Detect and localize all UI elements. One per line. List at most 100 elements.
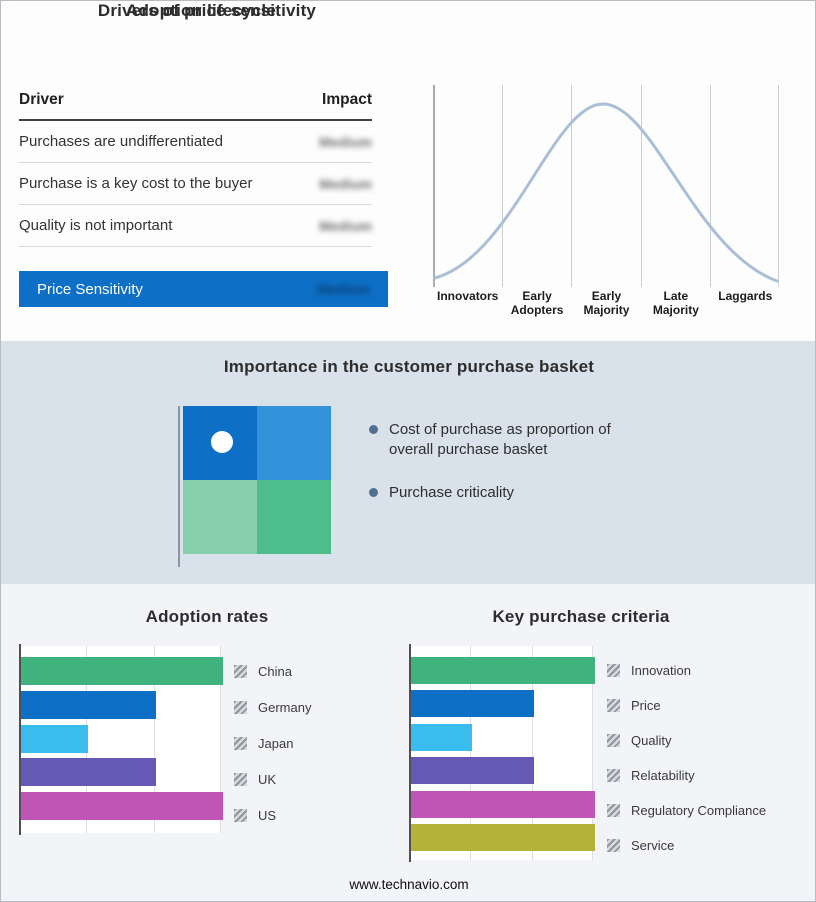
quadrant-bottom-left	[183, 480, 257, 554]
legend-label: US	[258, 808, 277, 823]
quadrant-matrix	[183, 406, 331, 554]
legend-label: Innovation	[631, 663, 691, 678]
adoption-rates-legend: China Germany Japan UK US	[234, 664, 311, 844]
bar-quality	[411, 724, 473, 751]
quadrant-axis-line	[178, 406, 180, 567]
driver-label: Purchase is a key cost to the buyer	[19, 175, 253, 192]
lifecycle-panel-title: Adoption lifecycle	[125, 1, 276, 20]
basket-bullet-list: Cost of purchase as proportion of overal…	[369, 420, 641, 525]
legend-label: Regulatory Compliance	[631, 803, 767, 818]
position-marker-dot	[211, 431, 233, 453]
legend-item: Price	[607, 698, 766, 713]
gridline	[502, 85, 504, 287]
legend-swatch-icon	[607, 804, 620, 817]
list-item: Purchase criticality	[369, 483, 641, 503]
legend-label: Quality	[631, 733, 672, 748]
table-row: Purchase is a key cost to the buyer Medi…	[19, 163, 372, 205]
bar-price	[411, 690, 534, 717]
stage-label: Laggards	[718, 289, 773, 303]
legend-swatch-icon	[607, 769, 620, 782]
legend-item: Quality	[607, 733, 766, 748]
lifecycle-curve	[433, 102, 779, 283]
quadrant-top-left	[183, 406, 257, 480]
gridline	[571, 85, 573, 287]
bar-relatability	[411, 757, 534, 784]
key-purchase-criteria-plot	[409, 644, 595, 862]
table-row: Quality is not important Medium	[19, 205, 372, 247]
bar-service	[411, 824, 595, 851]
gridline	[153, 646, 155, 833]
key-purchase-criteria-title: Key purchase criteria	[492, 607, 670, 626]
y-axis-line	[19, 644, 21, 835]
bar-uk	[21, 758, 156, 786]
driver-label: Purchases are undifferentiated	[19, 133, 224, 150]
bar-us	[21, 792, 223, 820]
legend-swatch-icon	[607, 734, 620, 747]
stage-label: Early Majority	[583, 289, 630, 318]
legend-item: Germany	[234, 700, 311, 715]
legend-item: China	[234, 664, 311, 679]
legend-label: Price	[631, 698, 661, 713]
quadrant-top-right	[257, 406, 331, 480]
gridline	[220, 646, 221, 833]
bullet-text: Cost of purchase as proportion of overal…	[389, 421, 611, 458]
drivers-table-header: Driver Impact	[19, 91, 372, 121]
legend-item: Relatability	[607, 768, 766, 783]
summary-impact-redacted: Medium	[317, 281, 370, 297]
legend-swatch-icon	[234, 665, 247, 678]
gridline	[592, 646, 593, 860]
legend-swatch-icon	[234, 701, 247, 714]
purchase-basket-band	[1, 341, 815, 584]
legend-item: Service	[607, 838, 766, 853]
price-sensitivity-summary-bar: Price Sensitivity Medium	[19, 271, 388, 307]
legend-label: Germany	[258, 700, 312, 715]
legend-item: Innovation	[607, 663, 766, 678]
gridline	[531, 646, 533, 860]
gridline	[778, 85, 779, 287]
bar-germany	[21, 691, 156, 719]
driver-label: Quality is not important	[19, 217, 173, 234]
lifecycle-plot	[433, 85, 779, 287]
gridline	[709, 85, 711, 287]
column-driver: Driver	[19, 91, 64, 108]
gridline	[470, 646, 472, 860]
basket-panel-title: Importance in the customer purchase bask…	[223, 357, 595, 376]
legend-label: Relatability	[631, 768, 695, 783]
adoption-rates-plot	[19, 644, 223, 835]
stage-label: Innovators	[437, 289, 499, 303]
legend-label: China	[258, 664, 292, 679]
drivers-table: Driver Impact Purchases are undifferenti…	[19, 91, 372, 247]
legend-label: UK	[258, 772, 277, 787]
bar-japan	[21, 725, 89, 753]
y-axis-line	[409, 644, 411, 862]
bullet-icon	[369, 487, 378, 497]
legend-item: UK	[234, 772, 311, 787]
key-purchase-criteria-legend: Innovation Price Quality Relatability Re…	[607, 663, 766, 873]
lifecycle-stage-labels: Innovators Early Adopters Early Majority…	[433, 289, 780, 318]
impact-value-redacted: Medium	[319, 217, 372, 234]
bar-innovation	[411, 657, 595, 684]
summary-label: Price Sensitivity	[37, 280, 143, 298]
adoption-rates-title: Adoption rates	[145, 607, 269, 626]
bar-china	[21, 657, 223, 685]
website-footer: www.technavio.com	[349, 877, 469, 892]
lifecycle-curve-path	[433, 102, 779, 283]
lifecycle-axis-line	[433, 85, 435, 287]
bullet-text: Purchase criticality	[389, 483, 515, 501]
stage-label: Late Majority	[652, 289, 699, 318]
top-section: Drivers of price sensitivity Adoption li…	[1, 1, 815, 341]
impact-value-redacted: Medium	[319, 175, 372, 192]
legend-swatch-icon	[234, 809, 247, 822]
legend-label: Service	[631, 838, 675, 853]
legend-swatch-icon	[607, 664, 620, 677]
impact-value-redacted: Medium	[319, 133, 372, 150]
legend-item: Japan	[234, 736, 311, 751]
bar-regulatory-compliance	[411, 791, 595, 818]
bullet-icon	[369, 425, 378, 434]
legend-item: Regulatory Compliance	[607, 803, 766, 818]
drivers-panel-title: Drivers of price sensitivity	[97, 1, 317, 20]
list-item: Cost of purchase as proportion of overal…	[369, 420, 641, 460]
legend-swatch-icon	[234, 737, 247, 750]
stage-label: Early Adopters	[510, 289, 564, 318]
